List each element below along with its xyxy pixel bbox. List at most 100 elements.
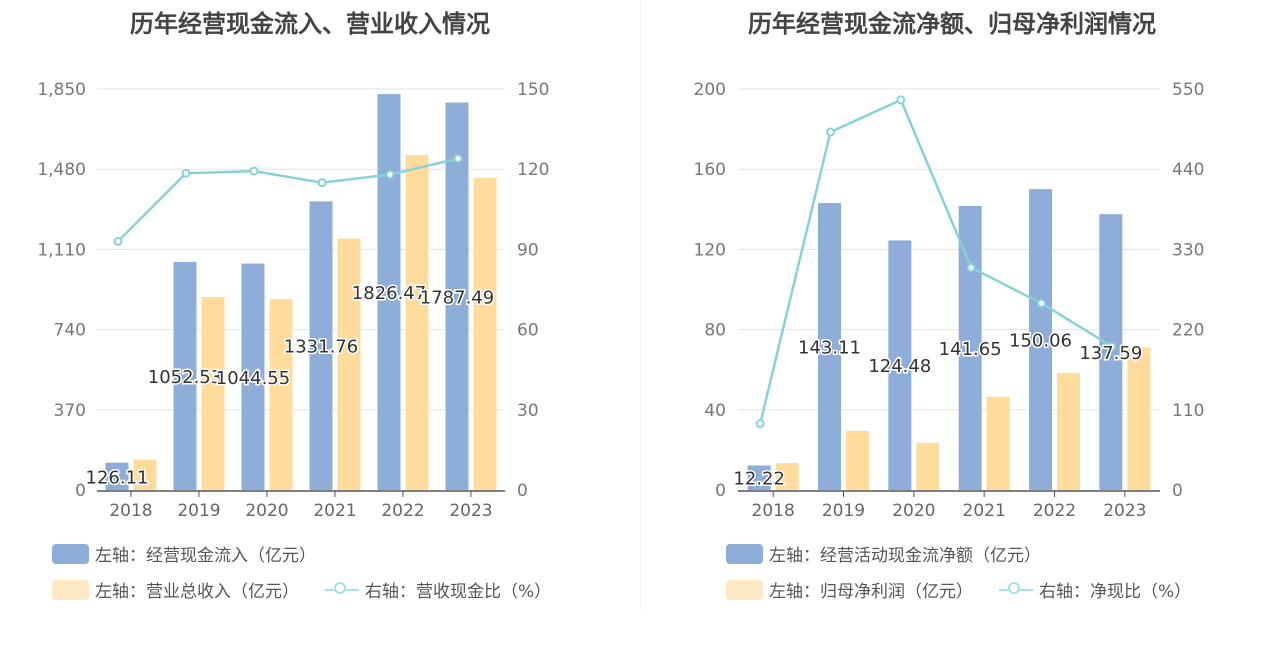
legend-item-bar-primary[interactable]: 左轴：经营现金流入（亿元） [52,541,316,566]
bar-secondary [269,299,293,490]
data-label: 126.11 [86,467,149,488]
data-label: 1826.47 [352,283,426,304]
legend-item-bar-secondary[interactable]: 左轴：营业总收入（亿元） 右轴：营收现金比（%） [52,577,551,602]
line-point [385,170,395,180]
y-axis-right-tick-label: 0 [1172,481,1183,501]
bar-secondary [1127,347,1151,490]
y-axis-left-tick-label: 1,110 [37,240,86,260]
y-axis-right-tick-label: 0 [517,481,528,501]
chart-panel-cash-inflow: 历年经营现金流入、营业收入情况 0 370 740 1,110 1,480 1,850 0 3… [37,10,551,602]
y-axis-right-tick-label: 60 [517,321,539,341]
x-axis-tick-label: 2021 [313,501,356,520]
legend-line-swatch [325,580,359,600]
y-axis-right-tick-label: 90 [517,240,539,260]
bar-primary [888,240,912,490]
x-axis-tick-label: 2019 [822,501,865,520]
legend-swatch [726,579,763,600]
bar-primary [1029,189,1052,490]
y-axis-left-tick-label: 80 [704,321,726,341]
line-point [1037,298,1046,308]
y-axis-left-tick-label: 370 [54,401,86,421]
x-axis-tick-label: 2023 [1103,501,1146,520]
bar-primary [445,102,469,490]
x-axis-tick-label: 2022 [381,501,424,520]
line-point [181,168,191,178]
bar-primary [377,94,401,491]
line-point [249,166,259,176]
chart-plot-area: 0 40 80 120 160 200 0 110 220 330 440 550 2018 2019 20… [694,80,1205,520]
y-axis-right-tick-label: 550 [1172,80,1204,100]
bar-secondary [201,297,225,490]
x-axis-tick-label: 2020 [245,501,288,520]
x-axis-tick-label: 2021 [963,501,1006,520]
bar-secondary [473,177,497,490]
line-point [113,236,123,246]
bar-primary [818,203,841,490]
legend-swatch [52,579,89,600]
line-point [453,154,463,164]
y-axis-left-tick-label: 1,480 [37,160,86,180]
bar-primary [241,263,265,490]
y-axis-right-tick-label: 110 [1172,401,1204,421]
data-label: 137.59 [1079,343,1142,364]
y-axis-left-tick-label: 740 [54,321,86,341]
y-axis-left-tick-label: 0 [75,481,86,501]
data-label: 141.65 [939,339,1002,360]
bar-primary [173,261,197,490]
chart-title: 历年经营现金流净额、归母净利润情况 [748,10,1156,38]
bar-secondary [775,462,799,490]
y-axis-right-tick-label: 330 [1172,240,1204,260]
legend-line-swatch [999,580,1033,600]
line-point [317,178,327,188]
legend-item-bar-secondary[interactable]: 左轴：归母净利润（亿元） 右轴：净现比（%） [726,577,1191,602]
data-label: 150.06 [1009,331,1072,352]
y-axis-right-tick-label: 440 [1172,160,1204,180]
y-axis-left-tick-label: 120 [694,240,726,260]
bar-primary [309,201,333,490]
line-point [755,419,765,429]
x-axis-tick-label: 2018 [109,501,152,520]
legend-swatch [726,543,763,564]
bar-secondary [846,430,869,490]
chart-plot-area: 0 370 740 1,110 1,480 1,850 0 30 60 90 120 150 2018 2… [37,80,549,520]
data-label: 12.22 [733,469,785,490]
bar-secondary [986,396,1010,490]
bar-secondary [337,238,361,490]
legend-label: 左轴：归母净利润（亿元） [769,582,973,602]
y-axis-left-tick-label: 1,850 [37,80,86,100]
data-label: 143.11 [798,338,861,359]
x-axis-tick-label: 2023 [449,501,492,520]
legend-item-bar-primary[interactable]: 左轴：经营活动现金流净额（亿元） [726,541,1041,566]
y-axis-left-tick-label: 40 [704,401,726,421]
data-label: 1787.49 [420,287,494,308]
x-axis-tick-label: 2022 [1033,501,1076,520]
legend-label: 左轴：经营活动现金流净额（亿元） [769,546,1041,566]
chart-panel-net-cash-flow: 历年经营现金流净额、归母净利润情况 0 40 80 120 160 200 0 110 220 3… [642,0,1275,655]
bar-secondary [916,442,940,490]
line-point [966,263,976,273]
y-axis-right-tick-label: 120 [517,160,549,180]
bar-secondary [405,155,429,490]
bar-secondary [133,459,157,490]
bar-primary [747,465,771,490]
x-axis-tick-label: 2018 [752,501,795,520]
line-point [826,127,835,137]
x-axis-tick-label: 2020 [892,501,935,520]
bar-primary [958,205,982,490]
legend-label: 左轴：营业总收入（亿元） [95,582,299,602]
legend-label: 右轴：净现比（%） [1039,582,1192,602]
line-point [1107,341,1117,351]
legend-label: 右轴：营收现金比（%） [365,582,552,602]
legend-label: 左轴：经营现金流入（亿元） [95,546,316,566]
line-point [896,95,906,105]
y-axis-left-tick-label: 160 [694,160,726,180]
panel-divider [640,0,641,610]
data-label: 1331.76 [284,337,358,358]
y-axis-right-tick-label: 220 [1172,321,1204,341]
y-axis-left-tick-label: 0 [715,481,726,501]
data-label: 1044.55 [216,368,290,389]
legend-swatch [52,543,89,564]
data-label: 124.48 [868,356,931,377]
chart-title: 历年经营现金流入、营业收入情况 [130,10,490,38]
bar-primary [1099,214,1123,490]
